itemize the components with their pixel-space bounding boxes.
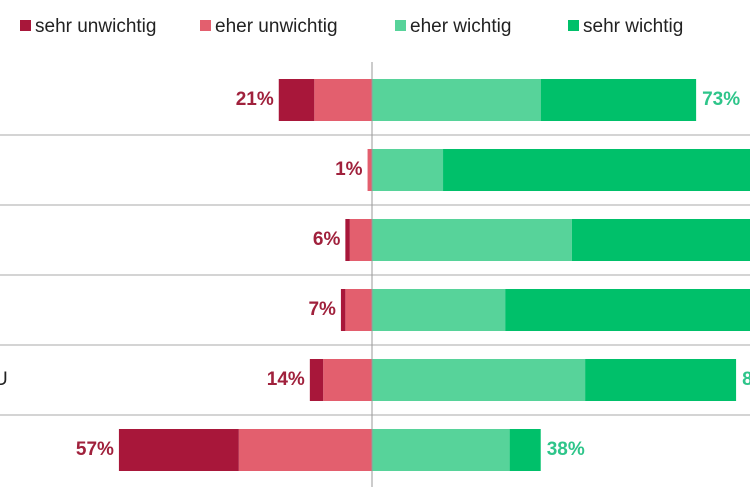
bar-segment [505,289,750,331]
negative-total-label: 7% [308,299,336,320]
positive-total-label: 82% [742,369,750,390]
bar-segment [509,429,541,471]
legend-label: sehr unwichtig [35,16,156,37]
legend-label: eher unwichtig [215,16,338,37]
bar-segment [278,79,315,121]
bar-segment [345,219,350,261]
bar-segment [372,359,586,401]
bar-segment [349,219,372,261]
negative-total-label: 21% [236,89,274,110]
bar-segment [323,359,372,401]
legend-label: sehr wichtig [583,16,683,37]
bar-segment [372,149,444,191]
legend-swatch [20,20,31,31]
bar-segment [238,429,372,471]
positive-total-label: 73% [702,89,740,110]
negative-total-label: 57% [76,439,114,460]
bar-segment [571,219,750,261]
bar-segment [443,149,750,191]
negative-total-label: 14% [267,369,305,390]
legend-swatch [568,20,579,31]
bar-segment [372,289,506,331]
category-label: U [0,369,8,390]
positive-total-label: 38% [547,439,585,460]
bar-segment [372,429,510,471]
bar-segment [309,359,324,401]
bar-segment [340,289,346,331]
bar-segment [345,289,372,331]
bar-segment [372,79,541,121]
legend-swatch [395,20,406,31]
bar-segment [118,429,239,471]
bar-segment [585,359,737,401]
bar-segment [372,219,572,261]
negative-total-label: 1% [335,159,363,180]
bar-segment [314,79,372,121]
negative-total-label: 6% [313,229,341,250]
legend-swatch [200,20,211,31]
bar-segment [540,79,697,121]
bar-segment [367,149,372,191]
legend-label: eher wichtig [410,16,511,37]
